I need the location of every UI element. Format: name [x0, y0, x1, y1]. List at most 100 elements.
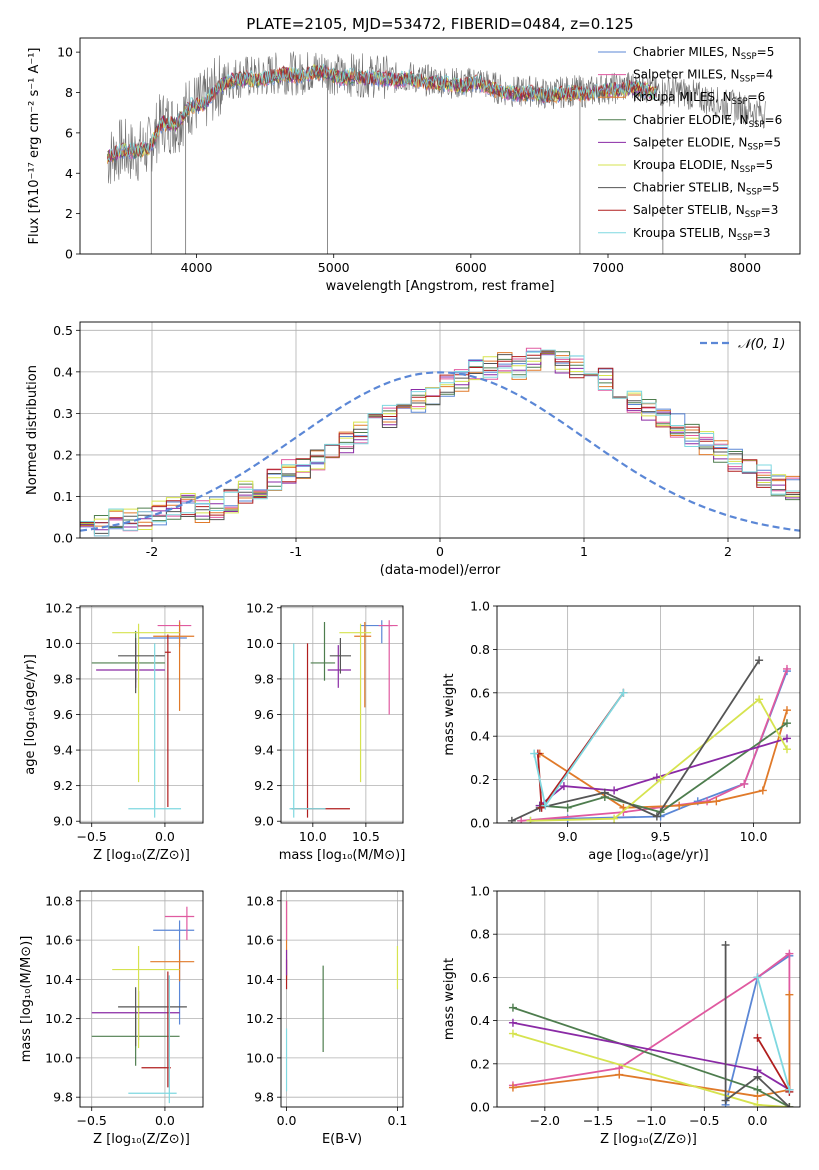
- weight-marker: [782, 734, 791, 743]
- weight-marker: [753, 973, 762, 982]
- x-axis-label: Z [log₁₀(Z/Z⊙)]: [93, 1132, 190, 1147]
- y-axis-label: mass [log₁₀(M/M⊙)]: [19, 936, 34, 1063]
- legend-label: Kroupa ELODIE, NSSP=5: [633, 158, 773, 175]
- x-tick-label: −1.0: [636, 1113, 666, 1128]
- axes-frame: [496, 605, 801, 824]
- normal-curve: [80, 371, 800, 532]
- y-tick-label: 0.0: [470, 1100, 490, 1115]
- legend-label: Chabrier STELIB, NSSP=5: [633, 181, 780, 198]
- errorbar-point: [164, 634, 171, 807]
- y-tick-label: 0.4: [470, 729, 490, 744]
- x-tick-label: 10.0: [740, 829, 768, 844]
- x-tick-label: 0.0: [155, 829, 175, 844]
- x-tick-label: 0.0: [748, 1113, 768, 1128]
- x-tick-label: −0.5: [77, 1113, 107, 1128]
- weight-marker: [755, 695, 764, 704]
- axes-weight-vs-age: 9.0 9.5 10.0 0.0 0.2 0.4 0.6 0.8 1.0 age [log₁₀(a…: [442, 599, 801, 863]
- axes-frame: [496, 890, 801, 1108]
- weight-marker: [563, 803, 572, 812]
- y-tick-label: 0.6: [470, 970, 490, 985]
- errorbar-point: [329, 638, 352, 674]
- weight-marker: [530, 749, 539, 758]
- y-tick-label: 9.4: [53, 743, 73, 758]
- y-tick-label: 0.2: [470, 772, 490, 787]
- axes-frame: [79, 605, 204, 824]
- errorbar-point: [339, 623, 372, 783]
- weight-vs-age-plot-area: [507, 656, 791, 823]
- x-tick-label: −0.5: [77, 829, 107, 844]
- y-axis-label: Flux [fλ10⁻¹⁷ erg cm⁻² s⁻¹ A⁻¹]: [27, 48, 42, 245]
- histogram-chabrier-stelib: [80, 350, 800, 534]
- x-tick-label: -1: [290, 544, 302, 559]
- weight-marker: [508, 1083, 517, 1092]
- weight-marker: [753, 1033, 762, 1042]
- x-tick-label: −0.5: [689, 1113, 719, 1128]
- spectrum-legend: Chabrier MILES, NSSP=5 Salpeter MILES, NS…: [598, 45, 782, 243]
- y-tick-label: 9.6: [53, 707, 73, 722]
- weight-line-kroupa-stelib: [756, 977, 791, 1090]
- weight-marker: [675, 801, 684, 810]
- y-tick-label: 10.2: [246, 600, 274, 615]
- age-vs-Z-plot-area: [91, 620, 195, 818]
- y-tick-label: 0.8: [470, 642, 490, 657]
- errorbar-point: [310, 622, 336, 681]
- axes-frame: [79, 321, 801, 539]
- y-tick-label: 1.0: [470, 599, 490, 614]
- y-tick-label: 10.4: [246, 972, 274, 987]
- legend-label: 𝒩(0, 1): [738, 337, 785, 352]
- y-tick-label: 0.5: [53, 323, 73, 338]
- axes-weight-vs-Z: −2.0 −1.5 −1.0 −0.5 0.0 0.0 0.2 0.4 0.6 0.8 1.0 Z […: [442, 884, 801, 1147]
- weight-marker: [758, 786, 767, 795]
- weight-marker: [753, 1085, 762, 1094]
- x-axis-label: age [log₁₀(age/yr)]: [588, 848, 709, 863]
- y-tick-label: 10.0: [246, 1050, 274, 1065]
- y-tick-label: 4: [65, 166, 73, 181]
- weight-marker: [782, 745, 791, 754]
- x-axis-label: Z [log₁₀(Z/Z⊙)]: [600, 1132, 697, 1147]
- y-tick-label: 9.2: [254, 778, 274, 793]
- errorbar-point: [327, 645, 352, 688]
- weight-line-salpeter-stelib: [756, 1037, 791, 1093]
- weight-line-kroupa-elodie: [530, 697, 788, 822]
- axes-age-vs-mass: 10.0 10.5 9.0 9.2 9.4 9.6 9.8 10.0 10.2 mass [log…: [246, 600, 405, 863]
- axes-frame: [79, 37, 801, 255]
- weight-marker: [721, 941, 730, 949]
- y-tick-label: 10.0: [45, 1050, 73, 1065]
- errorbar-point: [128, 643, 182, 818]
- axes-mass-vs-EBV: 0.0 0.1 9.8 10.0 10.2 10.4 10.6 10.8 E(B-V): [246, 890, 407, 1147]
- weight-marker: [508, 1018, 517, 1027]
- weight-marker: [517, 816, 526, 823]
- x-tick-label: 2: [724, 544, 732, 559]
- weight-marker: [615, 1070, 624, 1079]
- x-tick-label: 5000: [318, 260, 350, 275]
- weight-marker: [782, 706, 791, 715]
- axes-age-vs-Z: −0.5 0.0 9.0 9.2 9.4 9.6 9.8 10.0 10.2 Z [log₁₀(Z…: [23, 600, 204, 863]
- weight-marker: [782, 664, 791, 673]
- y-tick-label: 9.8: [53, 1090, 73, 1105]
- x-tick-label: 1: [580, 544, 588, 559]
- weight-marker: [782, 719, 791, 728]
- x-tick-label: 7000: [592, 260, 624, 275]
- weight-marker: [610, 814, 619, 823]
- weight-marker: [656, 775, 665, 784]
- y-tick-label: 0.4: [53, 364, 73, 379]
- x-axis-label: (data-model)/error: [380, 563, 501, 578]
- weight-line-chabrier-stelib: [724, 945, 791, 1107]
- y-tick-label: 0.6: [470, 685, 490, 700]
- y-tick-label: 6: [65, 125, 73, 140]
- y-tick-label: 10.2: [45, 600, 73, 615]
- x-tick-label: 8000: [729, 260, 761, 275]
- y-tick-label: 0.4: [470, 1013, 490, 1028]
- y-tick-label: 10: [57, 45, 73, 60]
- errorbar-point: [91, 630, 165, 683]
- y-tick-label: 9.8: [53, 671, 73, 686]
- x-tick-label: 10.5: [352, 829, 380, 844]
- y-tick-label: 8: [65, 85, 73, 100]
- weight-marker: [785, 990, 794, 999]
- errorbar-point: [150, 949, 195, 982]
- y-tick-label: 10.2: [45, 1011, 73, 1026]
- y-axis-label: mass weight: [442, 673, 457, 755]
- weight-marker: [508, 1029, 517, 1038]
- weight-marker: [712, 797, 721, 806]
